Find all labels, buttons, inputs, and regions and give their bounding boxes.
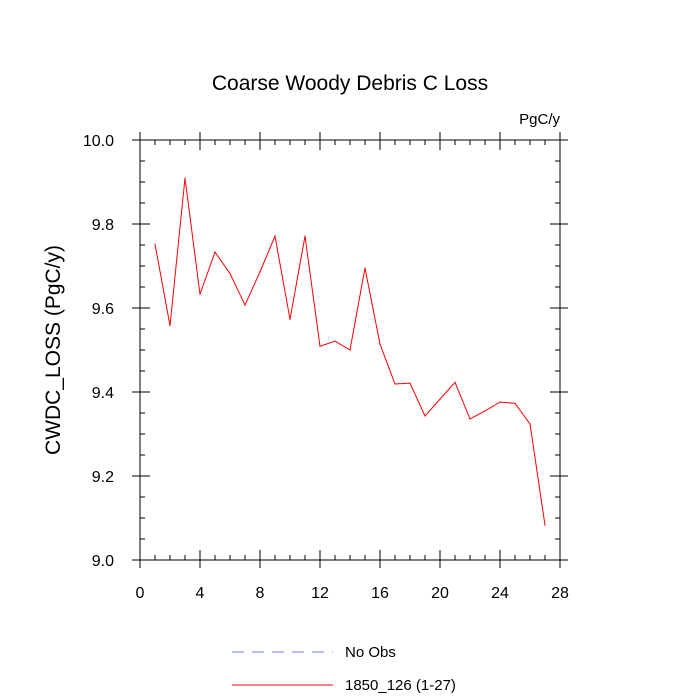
- series-group: [154, 177, 546, 526]
- data-point: [289, 318, 291, 320]
- data-point: [184, 177, 186, 179]
- data-point: [169, 325, 171, 327]
- data-point: [409, 382, 411, 384]
- data-point: [439, 398, 441, 400]
- data-point: [334, 340, 336, 342]
- y-tick-label: 9.6: [92, 301, 114, 318]
- y-axis: 9.0 9.2 9.4 9.6 9.8 10.0: [83, 133, 568, 570]
- y-tick-label: 9.8: [92, 217, 114, 234]
- chart-title: Coarse Woody Debris C Loss: [212, 72, 488, 95]
- y-tick-label: 9.2: [92, 469, 114, 486]
- x-axis: 0 4 8 12 16 20 24 28: [136, 132, 569, 602]
- data-point: [259, 271, 261, 273]
- x-tick-label: 20: [431, 585, 449, 602]
- data-point: [379, 343, 381, 345]
- x-tick-label: 12: [311, 585, 329, 602]
- data-point: [529, 423, 531, 425]
- data-point: [304, 235, 306, 237]
- data-point: [214, 251, 216, 253]
- data-point: [319, 345, 321, 347]
- x-tick-label: 4: [196, 585, 205, 602]
- data-point: [244, 304, 246, 306]
- data-point: [394, 383, 396, 385]
- data-point: [154, 243, 156, 245]
- legend-label: 1850_126 (1-27): [345, 677, 456, 694]
- x-tick-label: 28: [551, 585, 569, 602]
- data-point: [199, 293, 201, 295]
- data-point: [349, 349, 351, 351]
- data-point: [229, 272, 231, 275]
- data-point: [469, 418, 471, 420]
- legend-label: No Obs: [345, 644, 396, 661]
- y-tick-label: 9.0: [92, 553, 114, 570]
- data-point: [424, 415, 426, 417]
- data-point: [364, 267, 366, 269]
- data-point: [544, 524, 546, 526]
- data-point: [514, 402, 516, 404]
- y-tick-label: 9.4: [92, 385, 114, 402]
- legend: No Obs 1850_126 (1-27): [232, 644, 456, 694]
- series-line: [154, 178, 546, 526]
- x-tick-label: 16: [371, 585, 389, 602]
- units-label: PgC/y: [519, 111, 560, 128]
- data-point: [499, 401, 501, 403]
- x-tick-label: 24: [491, 585, 509, 602]
- y-axis-label: CWDC_LOSS (PgC/y): [42, 245, 65, 455]
- data-point: [274, 235, 276, 237]
- data-point: [454, 381, 456, 383]
- data-point: [484, 410, 486, 412]
- x-tick-label: 8: [256, 585, 265, 602]
- y-tick-label: 10.0: [83, 133, 114, 150]
- x-tick-label: 0: [136, 585, 145, 602]
